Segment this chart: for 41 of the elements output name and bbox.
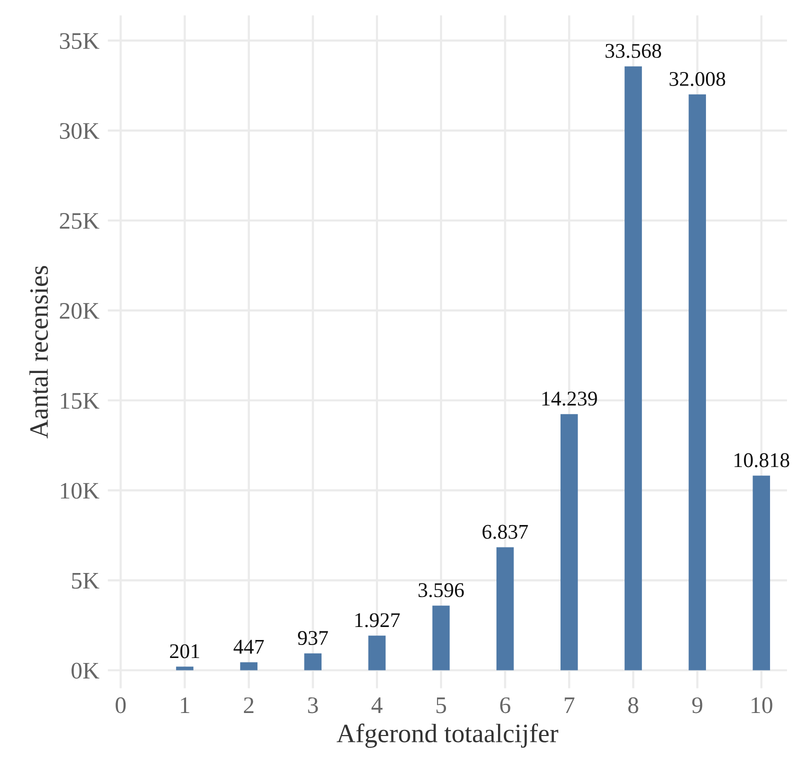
- x-tick-label: 9: [692, 697, 702, 714]
- bar: [688, 94, 706, 670]
- x-tick-label: 5: [436, 698, 446, 714]
- bar: [624, 66, 642, 670]
- data-label: 1.927: [355, 613, 400, 628]
- x-tick-label: 2: [244, 697, 254, 713]
- data-label: 201: [170, 644, 200, 658]
- bar: [752, 476, 770, 670]
- data-label: 3.596: [418, 583, 464, 598]
- bar: [304, 653, 322, 670]
- x-tick-label: 0: [116, 697, 126, 714]
- data-label: 14.239: [542, 392, 597, 406]
- x-tick-label: 10: [752, 697, 772, 714]
- x-tick-label: 1: [180, 697, 190, 713]
- y-tick-label: 5K: [72, 573, 100, 589]
- bar: [368, 636, 386, 670]
- x-tick-label: 8: [628, 697, 638, 714]
- y-tick-label: 30K: [60, 123, 100, 139]
- y-tick-label: 15K: [60, 393, 100, 409]
- data-label: 32.008: [670, 72, 726, 86]
- y-axis-title: Aantal recensies: [29, 266, 48, 438]
- data-label: 6.837: [482, 524, 528, 539]
- y-tick-label: 35K: [60, 33, 100, 49]
- x-tick-label: 6: [500, 697, 510, 714]
- bar: [432, 606, 450, 670]
- x-tick-label: 3: [308, 697, 318, 714]
- x-tick-label: 7: [564, 698, 574, 713]
- x-tick-label: 4: [372, 697, 382, 713]
- data-label: 447: [234, 640, 264, 654]
- y-tick-label: 25K: [60, 213, 100, 229]
- bar: [240, 662, 258, 670]
- data-label: 937: [298, 631, 328, 646]
- y-tick-label: 0K: [72, 662, 100, 679]
- bar: [496, 547, 514, 670]
- y-tick-label: 20K: [60, 302, 100, 319]
- y-tick-label: 10K: [60, 482, 100, 499]
- x-axis-title: Afgerond totaalcijfer: [336, 724, 558, 748]
- bar: [176, 666, 194, 670]
- data-label: 10.818: [734, 453, 790, 468]
- data-label: 33.568: [606, 44, 662, 58]
- bar: [560, 414, 578, 670]
